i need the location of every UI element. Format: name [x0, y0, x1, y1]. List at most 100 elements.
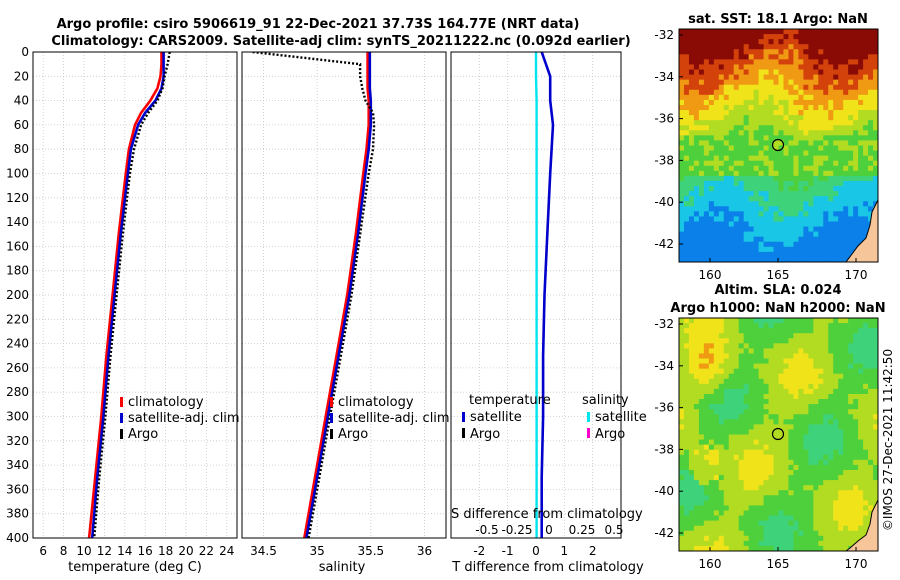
- map-cell: [858, 160, 864, 167]
- map-cell: [823, 135, 829, 141]
- map-cell: [743, 231, 750, 238]
- map-cell: [813, 343, 819, 349]
- map-cell: [748, 373, 755, 380]
- map-cell: [758, 434, 764, 440]
- map-cell: [873, 414, 878, 420]
- map-cell: [708, 500, 715, 506]
- map-cell: [679, 231, 685, 238]
- map-cell: [778, 454, 784, 461]
- map-cell: [838, 110, 844, 116]
- map-cell: [798, 464, 804, 471]
- map-cell: [803, 353, 809, 359]
- map-cell: [723, 221, 730, 227]
- map-cell: [868, 125, 874, 131]
- map-cell: [788, 530, 794, 537]
- map-cell: [863, 424, 869, 430]
- map-cell: [738, 525, 745, 532]
- map-cell: [758, 104, 764, 111]
- map-cell: [828, 343, 834, 349]
- map-cell: [833, 150, 839, 157]
- map-cell: [698, 130, 705, 136]
- map-cell: [698, 454, 705, 461]
- map-cell: [753, 140, 760, 146]
- map-cell: [773, 535, 779, 542]
- map-cell: [793, 196, 799, 202]
- map-cell: [793, 89, 799, 96]
- map-cell: [748, 34, 755, 40]
- map-cell: [853, 175, 859, 182]
- map-cell: [873, 328, 878, 334]
- map-cell: [868, 399, 874, 405]
- map-cell: [818, 353, 824, 359]
- map-cell: [823, 74, 829, 81]
- map-cell: [793, 439, 799, 446]
- map-cell: [768, 59, 774, 65]
- map-cell: [843, 59, 849, 65]
- map-cell: [803, 251, 809, 258]
- map-cell: [873, 84, 878, 91]
- map-cell: [748, 140, 755, 146]
- map-cell: [788, 34, 794, 40]
- map-cell: [738, 130, 745, 136]
- map-cell: [783, 399, 789, 405]
- map-cell: [853, 485, 859, 491]
- map-cell: [803, 409, 809, 415]
- map-cell: [818, 140, 824, 146]
- map-cell: [778, 434, 784, 440]
- map-cell: [823, 328, 829, 334]
- map-cell: [713, 59, 720, 65]
- sst-lon-tick-labels: 160 165 170: [699, 258, 867, 282]
- map-cell: [703, 383, 710, 390]
- map-cell: [738, 231, 745, 238]
- map-cell: [733, 318, 740, 324]
- map-cell: [813, 388, 819, 395]
- map-cell: [868, 388, 874, 395]
- map-cell: [703, 84, 710, 91]
- map-cell: [693, 104, 700, 111]
- map-cell: [853, 150, 859, 157]
- map-cell: [733, 175, 740, 182]
- map-cell: [838, 485, 844, 491]
- map-cell: [693, 545, 700, 551]
- map-cell: [688, 459, 695, 466]
- map-cell: [723, 150, 730, 157]
- map-cell: [793, 328, 799, 334]
- map-cell: [773, 424, 779, 430]
- map-cell: [873, 449, 878, 456]
- map-cell: [728, 135, 735, 141]
- map-cell: [743, 130, 750, 136]
- map-cell: [679, 439, 685, 446]
- map-cell: [828, 236, 834, 243]
- map-cell: [738, 510, 745, 516]
- map-cell: [863, 120, 869, 126]
- map-cell: [793, 186, 799, 192]
- map-cell: [748, 515, 755, 522]
- map-cell: [738, 191, 745, 197]
- map-cell: [798, 69, 804, 75]
- map-cell: [698, 206, 705, 212]
- map-cell: [833, 510, 839, 516]
- map-cell: [838, 378, 844, 385]
- map-cell: [753, 59, 760, 65]
- map-cell: [813, 145, 819, 151]
- map-cell: [753, 373, 760, 380]
- map-cell: [798, 490, 804, 496]
- map-cell: [679, 201, 685, 207]
- map-cell: [848, 480, 854, 486]
- map-cell: [738, 150, 745, 157]
- map-cell: [853, 520, 859, 527]
- map-cell: [768, 231, 774, 238]
- map-cell: [813, 399, 819, 405]
- map-cell: [733, 34, 740, 40]
- map-cell: [708, 424, 715, 430]
- map-cell: [868, 439, 874, 446]
- map-cell: [693, 424, 700, 430]
- map-cell: [808, 363, 814, 370]
- map-cell: [723, 409, 730, 415]
- map-cell: [733, 191, 740, 197]
- map-cell: [808, 328, 814, 334]
- map-cell: [758, 34, 764, 40]
- map-cell: [783, 49, 789, 55]
- map-cell: [863, 140, 869, 146]
- map-cell: [838, 191, 844, 197]
